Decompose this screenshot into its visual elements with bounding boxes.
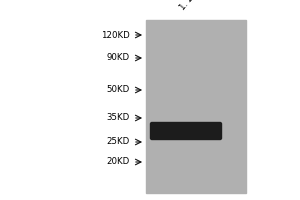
Text: 25KD: 25KD [107, 138, 130, 146]
Text: 90KD: 90KD [107, 53, 130, 62]
Text: 35KD: 35KD [107, 114, 130, 122]
Text: 120KD: 120KD [101, 30, 130, 40]
Text: 50KD: 50KD [107, 86, 130, 95]
FancyBboxPatch shape [151, 122, 221, 140]
Bar [146, 20, 246, 193]
Text: 20KD: 20KD [107, 158, 130, 166]
Text: 1. 25μg: 1. 25μg [178, 0, 206, 12]
